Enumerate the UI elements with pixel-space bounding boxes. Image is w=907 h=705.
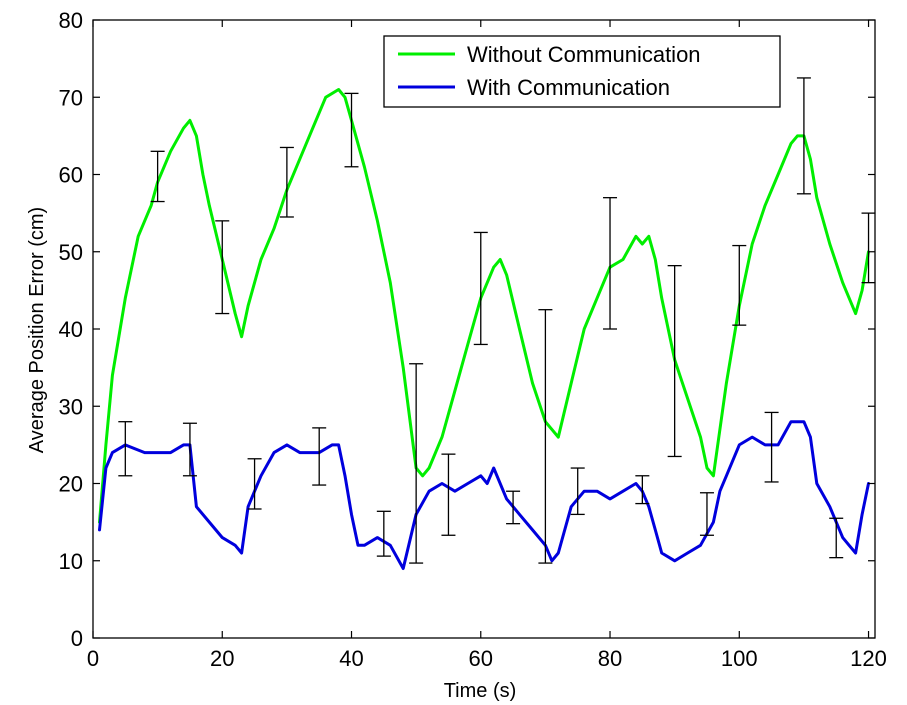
y-tick-label: 60 bbox=[59, 163, 83, 188]
axis-ticks: 0 20 40 60 80 100 120 0 10 20 30 40 50 60 70 80 bbox=[59, 8, 887, 671]
y-tick-label: 70 bbox=[59, 85, 83, 110]
error-bar bbox=[570, 467, 585, 516]
y-tick-label: 30 bbox=[59, 394, 83, 419]
error-bar bbox=[699, 492, 714, 536]
series-line-with-communication bbox=[98, 420, 870, 570]
error-bar bbox=[473, 231, 488, 346]
legend-label-without: Without Communication bbox=[467, 42, 701, 67]
error-bar bbox=[376, 510, 391, 557]
x-tick-label: 120 bbox=[850, 646, 887, 671]
y-axis-label: Average Position Error (cm) bbox=[26, 207, 48, 453]
plot-area bbox=[98, 88, 870, 570]
error-bar bbox=[764, 411, 779, 483]
error-bar bbox=[118, 421, 133, 477]
error-bar bbox=[635, 475, 650, 505]
error-bar bbox=[247, 458, 262, 510]
x-tick-label: 60 bbox=[469, 646, 493, 671]
legend-box bbox=[383, 35, 781, 108]
error-bar bbox=[829, 517, 844, 559]
x-tick-label: 40 bbox=[339, 646, 363, 671]
x-tick-label: 80 bbox=[598, 646, 622, 671]
error-bar bbox=[344, 92, 359, 168]
x-tick-label: 20 bbox=[210, 646, 234, 671]
error-bar bbox=[409, 363, 424, 564]
error-bar bbox=[279, 146, 294, 218]
y-tick-label: 20 bbox=[59, 472, 83, 497]
legend-label-with: With Communication bbox=[467, 75, 670, 100]
y-tick-label: 10 bbox=[59, 549, 83, 574]
error-bar bbox=[150, 150, 165, 203]
y-tick-label: 40 bbox=[59, 317, 83, 342]
error-bar bbox=[182, 422, 197, 477]
error-bar bbox=[796, 77, 811, 195]
error-bar bbox=[603, 197, 618, 330]
legend: Without Communication With Communication bbox=[383, 35, 781, 108]
error-bar bbox=[441, 453, 456, 536]
error-bar bbox=[215, 220, 230, 315]
error-bar bbox=[861, 212, 876, 284]
error-bar bbox=[312, 427, 327, 486]
series-line-without-communication bbox=[98, 88, 870, 524]
error-bar bbox=[538, 309, 553, 564]
error-bar bbox=[732, 244, 747, 326]
x-axis-label: Time (s) bbox=[444, 680, 517, 702]
x-tick-label: 100 bbox=[721, 646, 758, 671]
y-tick-label: 80 bbox=[59, 8, 83, 33]
y-tick-label: 0 bbox=[71, 626, 83, 651]
error-bars bbox=[118, 77, 876, 564]
x-tick-label: 0 bbox=[87, 646, 99, 671]
plot-frame bbox=[92, 19, 876, 639]
y-tick-label: 50 bbox=[59, 240, 83, 265]
error-bar bbox=[667, 265, 682, 458]
error-bar bbox=[506, 490, 521, 525]
